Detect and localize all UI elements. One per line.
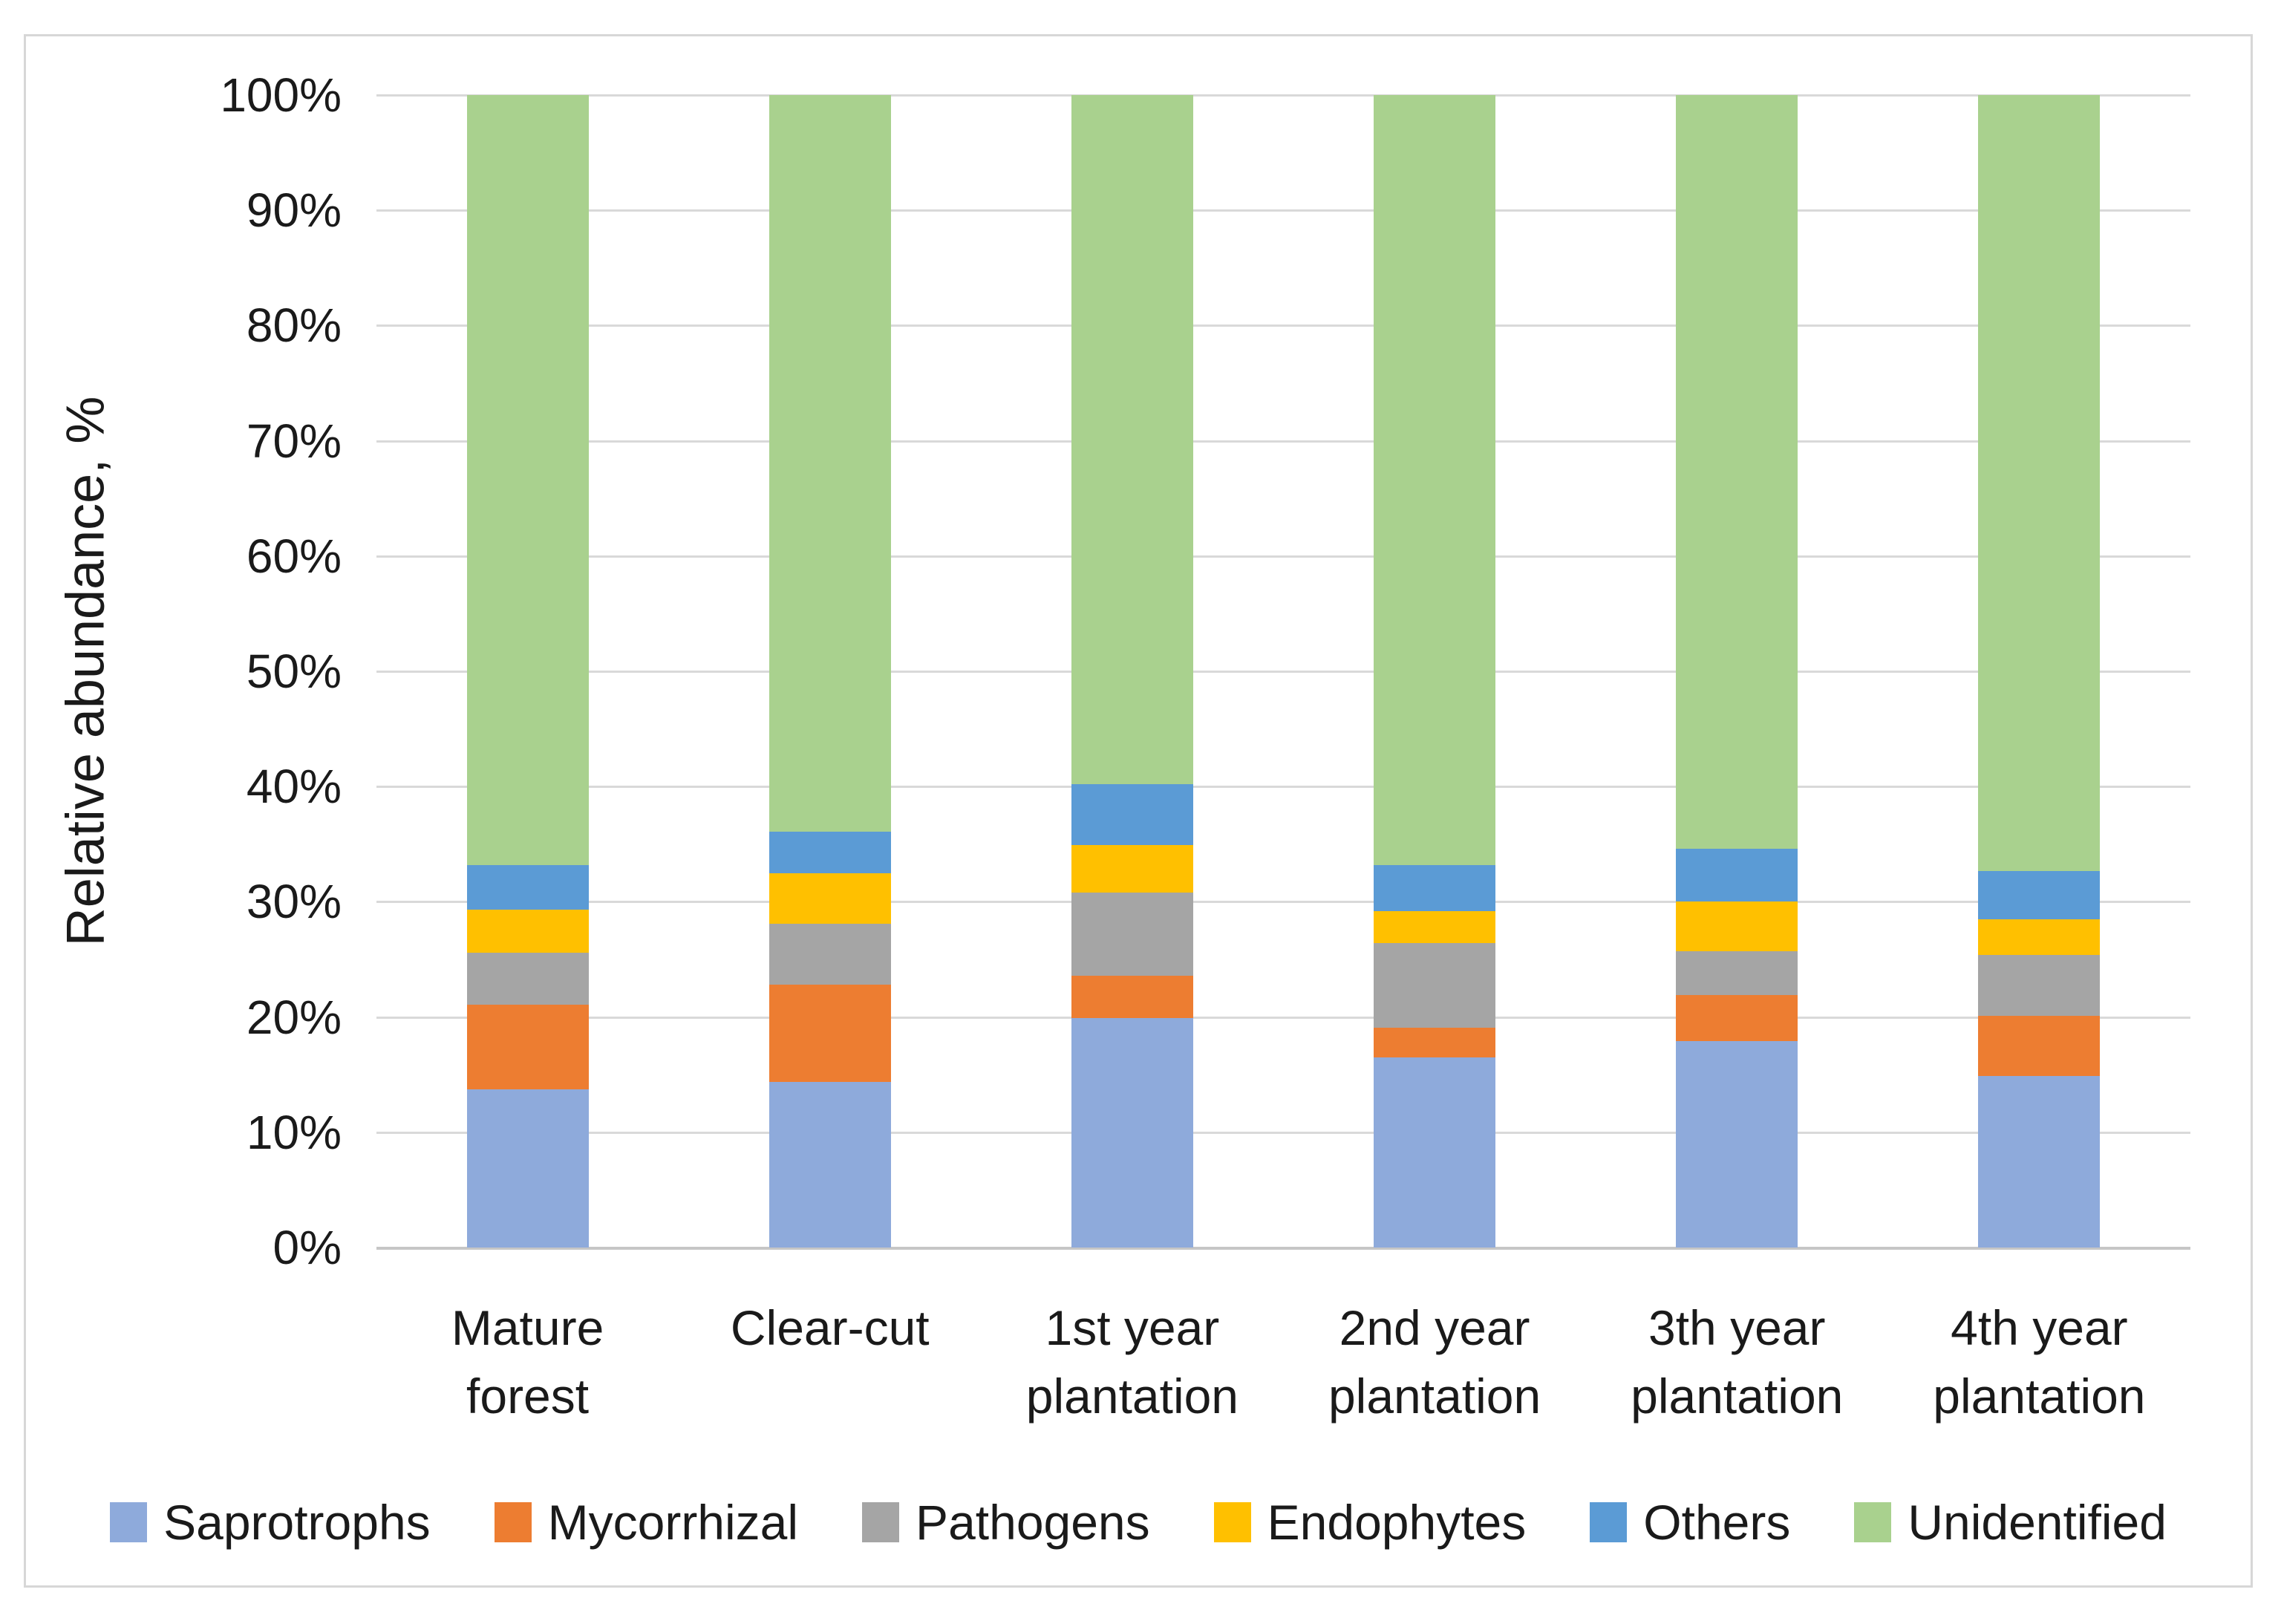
bar-segment-saprotrophs: [466, 1089, 589, 1248]
bar-segment-others: [1071, 784, 1193, 846]
x-axis-label-5: 3th year plantation: [1631, 1300, 1844, 1424]
x-axis-label-6: 4th year plantation: [1933, 1300, 2146, 1424]
bar-segment-unidentified: [1676, 95, 1798, 849]
bar-segment-unidentified: [1071, 95, 1193, 785]
bar-segment-others: [1676, 849, 1798, 902]
bar-segment-others: [466, 864, 589, 910]
gridline-10: [376, 1131, 2190, 1134]
y-tick-label-80pct: 80%: [246, 299, 342, 353]
y-tick-label-30pct: 30%: [246, 875, 342, 929]
legend-item-others: Others: [1590, 1494, 1790, 1550]
bar-column-2: [769, 95, 891, 1248]
bar-column-5: [1676, 95, 1798, 1248]
legend-label-endophytes: Endophytes: [1267, 1495, 1527, 1550]
bar-segment-mycorrhizal: [1676, 995, 1798, 1042]
legend-swatch-saprotrophs: [110, 1502, 148, 1542]
bar-segment-endophytes: [1071, 845, 1193, 893]
bar-segment-pathogens: [769, 923, 891, 985]
gridline-80: [376, 325, 2190, 327]
bar-column-1: [466, 95, 589, 1248]
legend-swatch-others: [1590, 1502, 1628, 1542]
bar-segment-endophytes: [1374, 910, 1496, 944]
legend-item-saprotrophs: Saprotrophs: [110, 1494, 431, 1550]
bar-segment-mycorrhizal: [1978, 1016, 2101, 1076]
y-tick-label-20pct: 20%: [246, 990, 342, 1044]
bar-segment-endophytes: [1978, 919, 2101, 955]
x-axis-label-3: 1st year plantation: [1025, 1300, 1239, 1424]
legend-item-endophytes: Endophytes: [1213, 1494, 1527, 1550]
bar-segment-mycorrhizal: [466, 1004, 589, 1090]
legend: Saprotrophs Mycorrhizal Pathogens Endophyte…: [24, 1494, 2253, 1550]
bar-segment-saprotrophs: [1676, 1041, 1798, 1248]
bar-segment-mycorrhizal: [769, 985, 891, 1082]
legend-item-mycorrhizal: Mycorrhizal: [494, 1494, 799, 1550]
y-tick-label-50pct: 50%: [246, 645, 342, 698]
legend-swatch-unidentified: [1854, 1502, 1892, 1542]
y-tick-label-40pct: 40%: [246, 760, 342, 814]
bar-segment-saprotrophs: [1071, 1018, 1193, 1248]
gridline-20: [376, 1016, 2190, 1019]
bar-segment-pathogens: [1676, 951, 1798, 996]
gridline-50: [376, 671, 2190, 673]
x-axis-line: [376, 1247, 2190, 1250]
legend-label-unidentified: Unidentified: [1908, 1495, 2167, 1550]
bar-segment-others: [1374, 864, 1496, 911]
y-tick-label-70pct: 70%: [246, 414, 342, 468]
bar-segment-endophytes: [466, 910, 589, 953]
bar-segment-endophytes: [769, 873, 891, 924]
bar-segment-pathogens: [466, 952, 589, 1005]
bar-segment-pathogens: [1374, 943, 1496, 1028]
bar-segment-saprotrophs: [1978, 1075, 2101, 1248]
x-axis-label-2: Clear-cut: [730, 1300, 930, 1355]
bar-segment-saprotrophs: [1374, 1057, 1496, 1248]
bar-segment-pathogens: [1071, 893, 1193, 976]
bar-segment-unidentified: [1374, 95, 1496, 865]
bar-segment-endophytes: [1676, 901, 1798, 952]
y-tick-label-60pct: 60%: [246, 529, 342, 583]
bar-column-3: [1071, 95, 1193, 1248]
bar-segment-mycorrhizal: [1374, 1027, 1496, 1057]
bar-segment-others: [769, 831, 891, 873]
y-tick-label-10pct: 10%: [246, 1105, 342, 1159]
legend-label-saprotrophs: Saprotrophs: [163, 1495, 431, 1550]
bar-segment-unidentified: [1978, 95, 2101, 871]
y-tick-label-100pct: 100%: [220, 68, 342, 122]
bar-segment-mycorrhizal: [1071, 975, 1193, 1019]
legend-label-mycorrhizal: Mycorrhizal: [547, 1495, 799, 1550]
legend-swatch-pathogens: [862, 1502, 900, 1542]
legend-item-pathogens: Pathogens: [862, 1494, 1150, 1550]
legend-item-unidentified: Unidentified: [1854, 1494, 2167, 1550]
gridline-70: [376, 440, 2190, 443]
gridline-90: [376, 209, 2190, 212]
y-tick-label-0pct: 0%: [273, 1221, 342, 1274]
legend-swatch-endophytes: [1213, 1502, 1251, 1542]
y-tick-label-90pct: 90%: [246, 183, 342, 238]
bar-column-6: [1978, 95, 2101, 1248]
gridline-40: [376, 786, 2190, 789]
gridline-60: [376, 555, 2190, 558]
plot-area: [376, 94, 2190, 1250]
legend-swatch-mycorrhizal: [494, 1502, 532, 1542]
bar-segment-pathogens: [1978, 954, 2101, 1017]
bar-segment-unidentified: [769, 95, 891, 832]
gridline-100: [376, 94, 2190, 97]
bar-column-4: [1374, 95, 1496, 1248]
legend-label-pathogens: Pathogens: [916, 1495, 1150, 1550]
gridline-30: [376, 901, 2190, 904]
legend-label-others: Others: [1643, 1495, 1791, 1550]
bar-segment-others: [1978, 870, 2101, 919]
bar-segment-unidentified: [466, 95, 589, 865]
bar-segment-saprotrophs: [769, 1081, 891, 1248]
x-axis-label-1: Mature forest: [451, 1300, 604, 1424]
x-axis-label-4: 2nd year plantation: [1328, 1300, 1541, 1424]
